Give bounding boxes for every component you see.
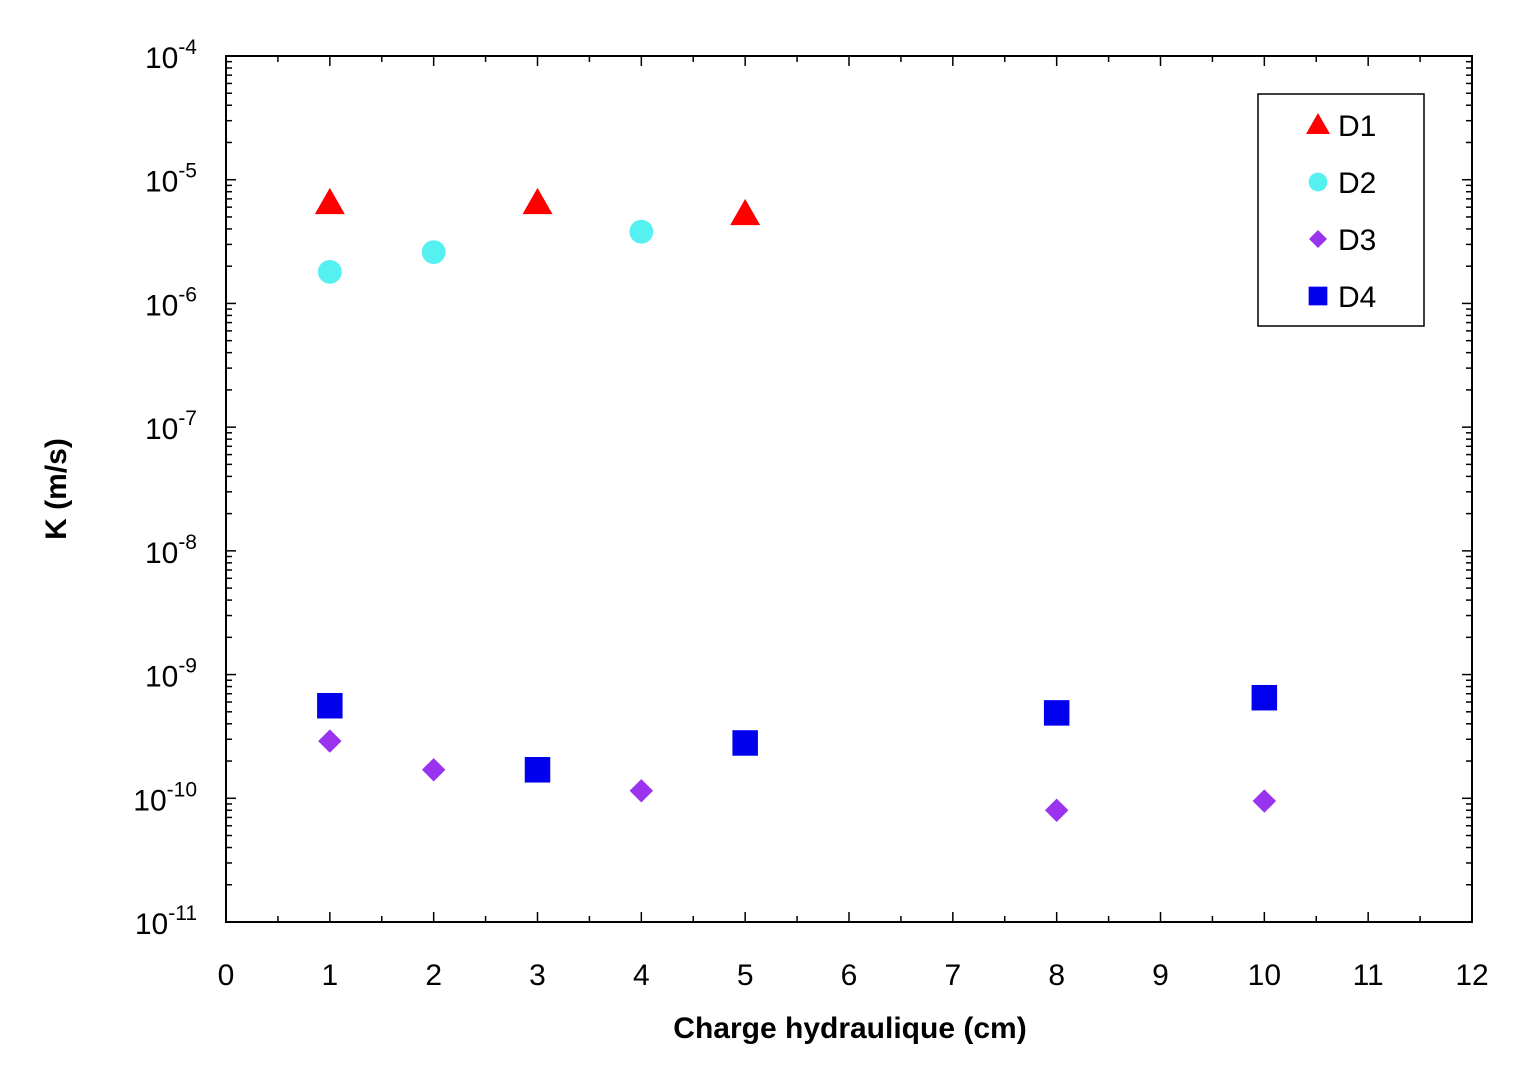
x-tick-label: 4 xyxy=(633,959,650,992)
y-tick-label: 10-5 xyxy=(145,160,197,199)
data-point xyxy=(629,219,654,244)
x-tick-label: 0 xyxy=(218,959,235,992)
y-axis-title: K (m/s) xyxy=(40,438,73,540)
y-tick-label: 10-10 xyxy=(133,778,197,817)
data-point xyxy=(314,187,345,215)
y-tick-label: 10-7 xyxy=(145,407,197,446)
legend-label: D1 xyxy=(1338,110,1376,143)
data-point xyxy=(318,729,342,753)
x-tick-label: 2 xyxy=(425,959,442,992)
data-point xyxy=(629,779,654,803)
x-tick-label: 10 xyxy=(1248,959,1281,992)
data-point xyxy=(1044,798,1069,822)
y-axis-tick-labels: 10-11 10-10 10-9 10-8 10-7 10-6 10-5 10-4 xyxy=(133,36,197,941)
series-d3 xyxy=(318,729,1277,822)
y-tick-label: 10-4 xyxy=(145,36,197,75)
legend-label: D4 xyxy=(1338,281,1376,314)
data-point xyxy=(522,187,553,215)
data-point xyxy=(732,730,758,756)
data-point xyxy=(421,240,446,264)
x-tick-label: 3 xyxy=(529,959,546,992)
x-tick-label: 5 xyxy=(737,959,754,992)
x-tick-label: 8 xyxy=(1048,959,1065,992)
y-tick-label: 10-11 xyxy=(135,902,197,941)
x-axis-ticks xyxy=(225,56,1473,922)
data-point xyxy=(421,758,446,782)
data-point xyxy=(1043,700,1070,726)
data-point xyxy=(317,259,342,284)
y-tick-label: 10-9 xyxy=(145,655,197,694)
x-tick-label: 11 xyxy=(1353,959,1384,992)
series-d4 xyxy=(317,684,1278,783)
data-point xyxy=(730,198,761,226)
y-axis-ticks xyxy=(226,60,1472,923)
series-d1 xyxy=(314,187,761,226)
x-tick-label: 1 xyxy=(321,959,338,992)
legend-marker xyxy=(1309,230,1327,248)
x-tick-label: 7 xyxy=(944,959,961,992)
legend-marker xyxy=(1308,286,1328,306)
x-tick-label: 12 xyxy=(1455,959,1488,992)
x-tick-label: 9 xyxy=(1152,959,1169,992)
x-tick-label: 6 xyxy=(841,959,858,992)
y-tick-label: 10-8 xyxy=(145,531,197,570)
legend-label: D2 xyxy=(1338,167,1376,200)
series-d2 xyxy=(317,219,654,284)
legend: D1 D2 D3 D4 xyxy=(1257,93,1425,327)
data-point xyxy=(524,757,551,783)
legend-label: D3 xyxy=(1338,224,1376,257)
y-tick-label: 10-6 xyxy=(145,283,197,322)
data-point xyxy=(1252,789,1277,813)
data-point xyxy=(1251,684,1278,711)
data-point xyxy=(317,692,343,719)
x-axis-tick-labels: 0 1 2 3 4 5 6 7 8 9 10 11 12 xyxy=(218,959,1489,992)
legend-marker xyxy=(1308,172,1328,192)
legend-marker xyxy=(1306,113,1330,134)
data-points xyxy=(314,187,1278,822)
x-axis-title: Charge hydraulique (cm) xyxy=(673,1012,1026,1045)
legend-box xyxy=(1257,93,1425,327)
